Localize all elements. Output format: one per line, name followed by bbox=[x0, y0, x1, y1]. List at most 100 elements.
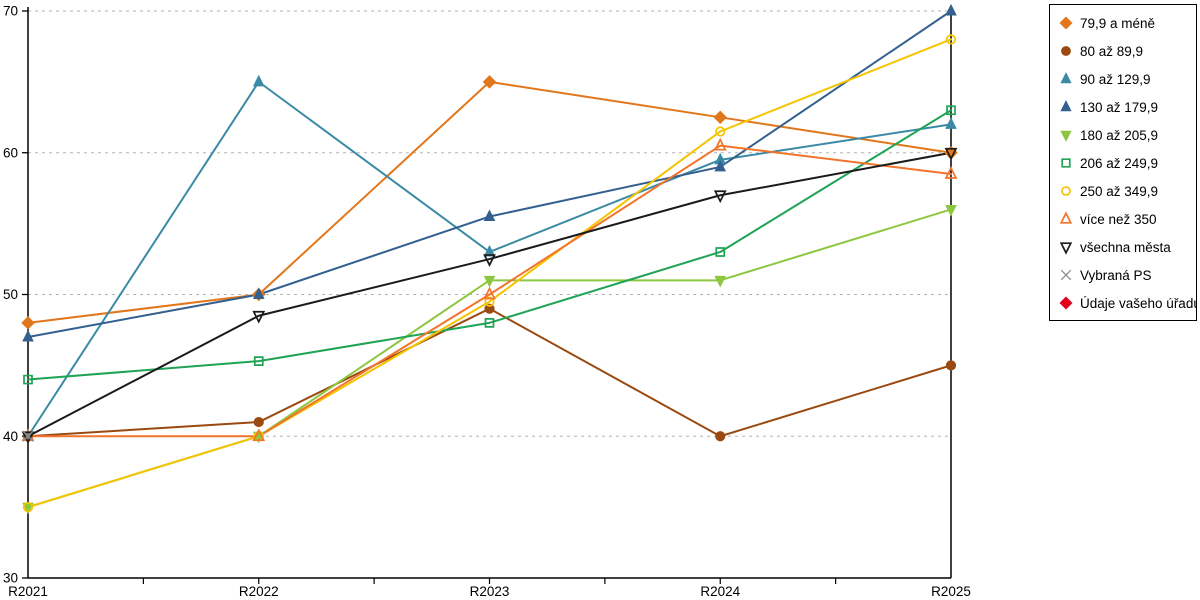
data-point-marker bbox=[22, 430, 34, 442]
data-point-marker bbox=[944, 166, 958, 179]
legend-marker-icon bbox=[1059, 296, 1073, 310]
data-point-marker bbox=[1061, 186, 1071, 196]
data-point-marker bbox=[715, 431, 726, 442]
data-point-marker bbox=[714, 275, 727, 288]
legend-marker-icon bbox=[1059, 211, 1073, 224]
legend-item-7: více než 350 bbox=[1050, 205, 1196, 233]
data-point-marker bbox=[714, 159, 727, 172]
legend-item-3: 130 až 179,9 bbox=[1050, 93, 1196, 121]
data-point-marker bbox=[945, 3, 957, 16]
data-point-marker bbox=[945, 34, 957, 45]
legend-item-6: 250 až 349,9 bbox=[1050, 177, 1196, 205]
y-axis-label: 50 bbox=[3, 287, 18, 302]
data-point-marker bbox=[252, 310, 266, 324]
data-point-marker bbox=[1061, 158, 1071, 168]
series-line-7 bbox=[27, 144, 952, 438]
legend-marker-icon bbox=[1059, 242, 1073, 255]
legend-item-label: 206 až 249,9 bbox=[1080, 155, 1159, 171]
data-point-marker bbox=[253, 356, 264, 366]
data-point-marker bbox=[946, 105, 956, 116]
data-point-marker bbox=[484, 318, 495, 328]
data-point-marker bbox=[945, 117, 957, 129]
data-point-marker bbox=[1059, 16, 1073, 30]
x-axis-label: R2025 bbox=[931, 584, 971, 599]
data-point-marker bbox=[1060, 72, 1072, 84]
data-point-marker bbox=[483, 209, 496, 222]
legend-marker-icon bbox=[1060, 72, 1072, 84]
series-line-8 bbox=[27, 151, 952, 438]
data-point-marker bbox=[1060, 269, 1072, 281]
data-point-marker bbox=[22, 502, 34, 513]
legend-item-label: Vybraná PS bbox=[1080, 267, 1152, 283]
series-markers bbox=[21, 3, 958, 515]
data-point-marker bbox=[483, 286, 496, 300]
legend-item-0: 79,9 a méně bbox=[1050, 9, 1196, 37]
data-point-marker bbox=[483, 275, 496, 288]
x-axis-label: R2021 bbox=[8, 584, 48, 599]
legend-marker-icon bbox=[1061, 186, 1071, 196]
data-point-marker bbox=[21, 428, 35, 442]
legend-marker-icon bbox=[1061, 158, 1071, 168]
y-axis-label: 70 bbox=[3, 4, 18, 19]
legend-item-label: 80 až 89,9 bbox=[1080, 43, 1144, 59]
data-point-marker bbox=[253, 416, 264, 428]
legend-item-10: Údaje vašeho úřadu bbox=[1050, 289, 1196, 317]
legend-item-label: 130 až 179,9 bbox=[1080, 99, 1159, 115]
legend-item-9: Vybraná PS bbox=[1050, 261, 1196, 289]
data-point-marker bbox=[1059, 211, 1073, 224]
legend-item-4: 180 až 205,9 bbox=[1050, 121, 1196, 149]
x-axis-label: R2022 bbox=[239, 584, 279, 599]
legend-item-8: všechna města bbox=[1050, 233, 1196, 261]
y-axis-label: 60 bbox=[3, 145, 18, 160]
legend-marker-icon bbox=[1060, 130, 1072, 142]
data-point-marker bbox=[1060, 100, 1072, 112]
series-line-5 bbox=[27, 109, 952, 381]
data-point-marker bbox=[483, 254, 496, 267]
legend-item-label: 90 až 129,9 bbox=[1080, 71, 1151, 87]
series-line-1 bbox=[27, 307, 952, 438]
x-axis-label: R2024 bbox=[700, 584, 740, 599]
y-axis-label: 30 bbox=[3, 571, 18, 586]
legend-item-1: 80 až 89,9 bbox=[1050, 37, 1196, 65]
data-point-marker bbox=[252, 428, 266, 442]
data-point-marker bbox=[1061, 46, 1071, 56]
data-point-marker bbox=[715, 247, 726, 257]
data-point-marker bbox=[482, 75, 497, 89]
data-point-marker bbox=[1060, 130, 1072, 142]
data-point-marker bbox=[21, 316, 35, 330]
legend-item-label: všechna města bbox=[1080, 239, 1171, 255]
chart-legend: 79,9 a méně 80 až 89,9 90 až 129,9 130 až 1… bbox=[1049, 4, 1197, 321]
data-point-marker bbox=[713, 110, 727, 125]
data-point-marker bbox=[483, 244, 496, 257]
legend-marker-icon bbox=[1060, 100, 1072, 112]
data-point-marker bbox=[715, 126, 726, 137]
data-point-marker bbox=[21, 431, 35, 445]
legend-item-label: 79,9 a méně bbox=[1080, 15, 1156, 31]
x-axis-label: R2023 bbox=[470, 584, 510, 599]
data-point-marker bbox=[713, 137, 727, 151]
data-point-marker bbox=[484, 296, 495, 307]
data-point-marker bbox=[945, 360, 957, 371]
legend-item-label: 180 až 205,9 bbox=[1080, 127, 1159, 143]
y-axis-label: 40 bbox=[3, 429, 18, 444]
legend-item-label: více než 350 bbox=[1080, 211, 1157, 227]
data-point-marker bbox=[945, 204, 957, 217]
data-point-marker bbox=[713, 190, 727, 204]
data-point-marker bbox=[22, 329, 34, 342]
legend-item-5: 206 až 249,9 bbox=[1050, 149, 1196, 177]
data-point-marker bbox=[252, 287, 265, 299]
data-point-marker bbox=[484, 303, 495, 314]
data-point-marker bbox=[1059, 296, 1073, 310]
legend-item-2: 90 až 129,9 bbox=[1050, 65, 1196, 93]
data-point-marker bbox=[944, 147, 958, 161]
legend-marker-icon bbox=[1059, 16, 1073, 30]
legend-item-label: Údaje vašeho úřadu bbox=[1080, 295, 1196, 311]
data-point-marker bbox=[252, 74, 265, 87]
legend-marker-icon bbox=[1060, 269, 1072, 281]
data-point-marker bbox=[23, 374, 33, 385]
legend-marker-icon bbox=[1061, 46, 1071, 56]
series-line-6 bbox=[27, 38, 952, 509]
legend-item-label: 250 až 349,9 bbox=[1080, 183, 1159, 199]
